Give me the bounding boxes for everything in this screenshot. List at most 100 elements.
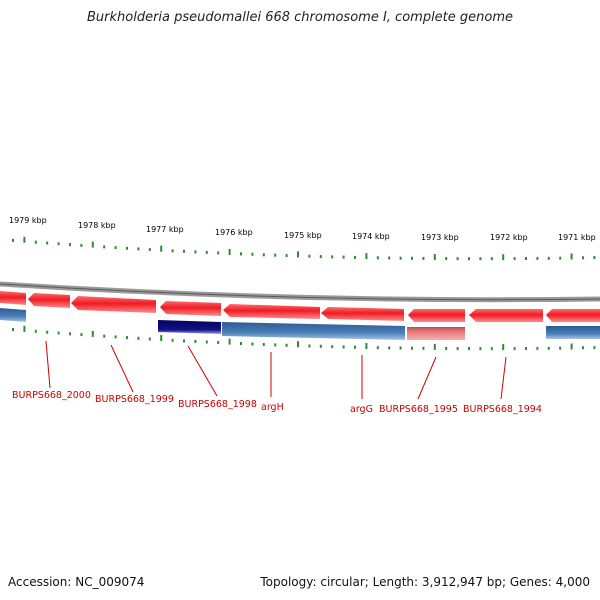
tick-mark	[34, 329, 37, 333]
tick-mark	[46, 241, 49, 245]
gene-label-burps668-1994[interactable]: BURPS668_1994	[463, 404, 542, 415]
tick-mark	[319, 344, 322, 348]
tick-mark	[148, 248, 151, 252]
forward-gene[interactable]	[546, 309, 600, 322]
gene-label-argg[interactable]: argG	[350, 404, 373, 415]
tick-mark	[205, 250, 208, 254]
tick-mark	[262, 343, 265, 346]
tick-mark	[205, 340, 208, 344]
tick-mark	[57, 242, 60, 246]
tick-mark	[582, 256, 584, 260]
gene-label-burps668-1995[interactable]: BURPS668_1995	[379, 404, 458, 415]
tick-mark	[376, 256, 379, 260]
tick-mark	[12, 328, 14, 331]
gene-label-burps668-1999[interactable]: BURPS668_1999	[95, 394, 174, 405]
tick-mark	[297, 341, 299, 348]
forward-gene[interactable]	[160, 301, 221, 316]
tick-mark	[69, 243, 71, 247]
tick-mark	[354, 345, 356, 349]
tick-mark	[251, 252, 254, 256]
kbp-label: 1979 kbp	[9, 216, 47, 225]
tick-mark	[251, 342, 254, 346]
tick-mark	[91, 241, 94, 248]
tick-mark	[148, 337, 151, 341]
tick-mark	[388, 256, 391, 260]
tick-mark	[46, 330, 49, 334]
forward-gene[interactable]	[28, 293, 70, 308]
tick-mark	[399, 346, 402, 350]
tick-mark	[194, 250, 197, 254]
forward-gene[interactable]	[0, 291, 26, 305]
tick-mark	[217, 341, 220, 344]
tick-mark	[194, 339, 197, 343]
gene-label-argh[interactable]: argH	[261, 402, 284, 413]
tick-mark	[57, 331, 60, 335]
tick-mark	[308, 344, 311, 348]
tick-mark	[433, 343, 436, 350]
tick-mark	[468, 347, 470, 351]
forward-gene[interactable]	[223, 304, 320, 319]
label-leaders	[45, 340, 507, 400]
forward-gene[interactable]	[71, 296, 156, 313]
tick-mark	[365, 343, 368, 349]
kbp-label: 1973 kbp	[421, 233, 459, 242]
tick-mark	[240, 342, 242, 345]
tick-mark	[23, 325, 26, 332]
tick-mark	[80, 243, 83, 247]
tick-mark	[297, 251, 299, 258]
kbp-label: 1978 kbp	[78, 221, 116, 230]
tick-mark	[137, 247, 140, 251]
tick-mark	[570, 253, 573, 260]
tick-mark	[331, 345, 334, 349]
gene-label-burps668-1998[interactable]: BURPS668_1998	[178, 399, 257, 410]
gene-label-burps668-2000[interactable]: BURPS668_2000	[12, 390, 91, 401]
leader-line	[187, 345, 218, 397]
tick-mark	[559, 256, 562, 260]
tick-mark	[240, 252, 242, 256]
reverse-gene[interactable]	[222, 322, 405, 340]
tick-mark	[513, 257, 516, 261]
leader-line	[500, 356, 507, 400]
tick-mark	[308, 254, 311, 258]
tick-mark	[126, 246, 128, 250]
forward-gene[interactable]	[469, 309, 543, 322]
tick-mark	[411, 256, 413, 260]
tick-row-bottom	[12, 325, 596, 351]
tick-mark	[103, 334, 106, 338]
tick-mark	[513, 347, 516, 351]
forward-gene[interactable]	[321, 307, 404, 321]
genome-summary-text: Topology: circular; Length: 3,912,947 bp…	[260, 575, 590, 589]
tick-mark	[536, 346, 539, 350]
tick-mark	[228, 248, 231, 255]
leader-line	[110, 344, 134, 393]
tick-mark	[331, 255, 334, 259]
tick-mark	[137, 336, 140, 340]
tick-mark	[502, 344, 505, 351]
tick-mark	[262, 253, 265, 257]
tick-mark	[388, 346, 391, 350]
forward-gene[interactable]	[408, 309, 465, 322]
tick-mark	[547, 256, 550, 260]
kbp-label: 1971 kbp	[558, 233, 596, 242]
reverse-gene[interactable]	[0, 308, 26, 322]
tick-mark	[365, 253, 368, 260]
tick-mark	[183, 339, 185, 343]
tick-mark	[547, 346, 550, 350]
accession-text: Accession: NC_009074	[8, 575, 145, 589]
pseudo-gene[interactable]	[407, 327, 465, 340]
tick-mark	[456, 257, 459, 261]
kbp-label: 1975 kbp	[284, 231, 322, 240]
genome-backbone-edge	[0, 283, 600, 301]
tick-mark	[342, 345, 345, 349]
tick-mark	[171, 249, 174, 253]
tick-mark	[490, 347, 493, 351]
highlighted-gene[interactable]	[158, 320, 221, 334]
reverse-gene[interactable]	[546, 326, 600, 339]
tick-mark	[593, 256, 596, 260]
tick-mark	[160, 335, 163, 342]
tick-mark	[319, 255, 322, 259]
tick-mark	[80, 333, 83, 337]
tick-mark	[285, 254, 288, 258]
tick-mark	[525, 347, 527, 350]
